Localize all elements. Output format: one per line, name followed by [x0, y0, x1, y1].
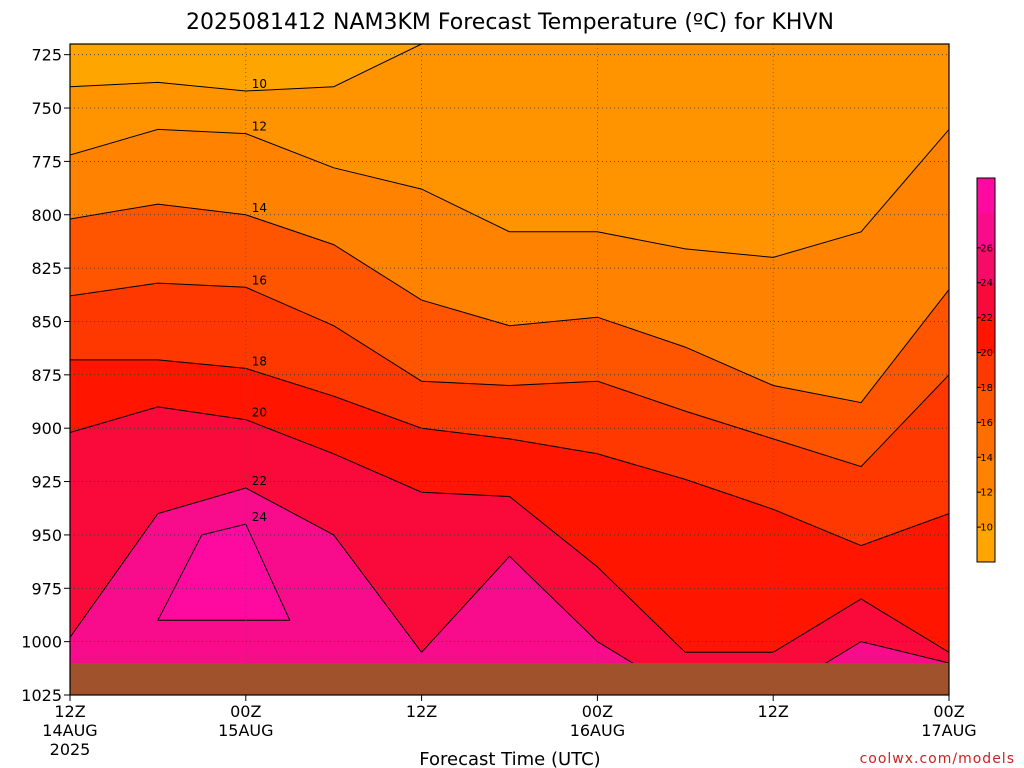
x-tick-date: 16AUG [570, 721, 625, 740]
colorbar-swatch [977, 527, 995, 563]
contour-20 [70, 406, 949, 653]
y-axis: 725 750 775 800 825 850 875 900 925 950 975 1000 102… [21, 46, 70, 705]
x-tick-label: 12Z [758, 702, 789, 721]
y-tick-label: 925 [31, 473, 62, 492]
colorbar-tick-label: 22 [980, 313, 993, 324]
y-tick-label: 725 [31, 46, 62, 65]
y-tick-label: 875 [31, 366, 62, 385]
y-tick-label: 750 [31, 99, 62, 118]
contour-18 [70, 359, 949, 547]
x-tick-label: 12Z [54, 702, 85, 721]
contour-label-20: 20 [252, 406, 267, 420]
contour-16 [70, 282, 949, 468]
contour-14 [70, 203, 949, 404]
contour-label-18: 18 [252, 354, 267, 368]
colorbar-tick-label: 24 [980, 278, 993, 289]
contour-lines [70, 44, 949, 695]
colorbar-swatch [977, 387, 995, 423]
colorbar-swatch [977, 457, 995, 493]
colorbar-swatch [977, 352, 995, 388]
colorbar-swatch [977, 422, 995, 458]
source-credit: coolwx.com/models [860, 751, 1015, 767]
y-tick-label: 850 [31, 312, 62, 331]
colorbar-swatch [977, 282, 995, 319]
y-tick-label: 1025 [21, 686, 62, 705]
contour-12 [70, 128, 949, 258]
y-tick-label: 1000 [21, 633, 62, 652]
x-axis-label: Forecast Time (UTC) [419, 749, 600, 768]
x-tick-label: 12Z [406, 702, 437, 721]
colorbar-tick-label: 14 [980, 453, 993, 464]
y-tick-label: 800 [31, 206, 62, 225]
y-tick-label: 900 [31, 419, 62, 438]
colorbar-swatch [977, 317, 995, 354]
band-above-22 [70, 488, 949, 695]
x-tick-year: 2025 [50, 740, 91, 759]
colorbar-tick-label: 12 [980, 488, 993, 499]
contour-labels: 10 12 14 16 18 20 22 24 [252, 77, 267, 524]
y-tick-label: 825 [31, 259, 62, 278]
temperature-bands [70, 44, 949, 695]
colorbar-swatch [977, 492, 995, 528]
contour-10 [70, 44, 949, 92]
colorbar-tick-label: 20 [980, 348, 993, 359]
colorbar-tick-label: 18 [980, 383, 993, 394]
x-tick-date: 14AUG [42, 721, 97, 740]
colorbar-swatch [977, 212, 995, 249]
contour-label-22: 22 [252, 474, 267, 488]
y-tick-label: 950 [31, 526, 62, 545]
colorbar-tick-label: 26 [980, 243, 993, 254]
grid-lines [70, 44, 949, 695]
surface-ground [70, 662, 949, 695]
colorbar-tick-label: 10 [980, 523, 993, 534]
y-tick-label: 975 [31, 579, 62, 598]
x-tick-date: 15AUG [218, 721, 273, 740]
contour-label-10: 10 [252, 77, 267, 91]
x-tick-date: 17AUG [921, 721, 976, 740]
contour-label-14: 14 [252, 201, 267, 215]
plot-frame [69, 43, 950, 696]
band-above-24 [157, 524, 290, 621]
x-tick-label: 00Z [230, 702, 261, 721]
contour-label-12: 12 [252, 120, 267, 134]
contour-label-16: 16 [252, 273, 267, 287]
chart-title: 2025081412 NAM3KM Forecast Temperature (… [186, 10, 834, 35]
contour-label-24: 24 [252, 510, 267, 524]
plot-area [70, 44, 949, 695]
x-tick-label: 00Z [933, 702, 964, 721]
colorbar-frame [976, 177, 996, 563]
colorbar-swatch [977, 247, 995, 284]
colorbar-swatch [977, 178, 995, 214]
colorbar-tick-label: 16 [980, 418, 993, 429]
x-tick-label: 00Z [582, 702, 613, 721]
y-tick-label: 775 [31, 152, 62, 171]
colorbar: 10 12 14 16 18 20 22 24 26 [976, 177, 996, 563]
